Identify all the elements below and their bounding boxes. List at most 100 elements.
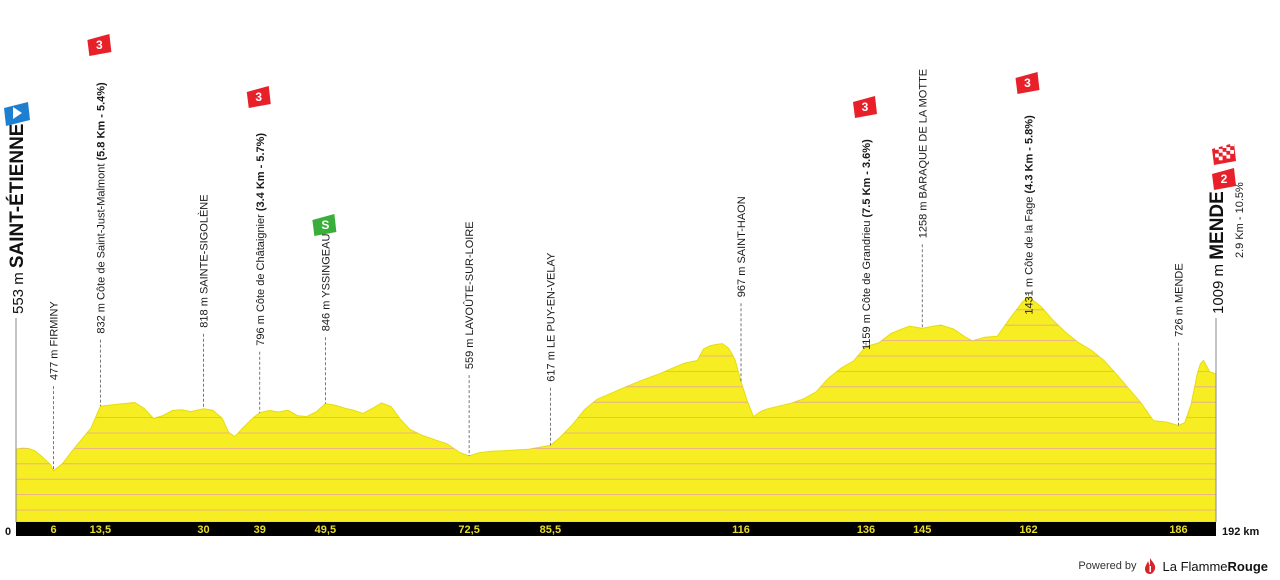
start-name: SAINT-ÉTIENNE xyxy=(6,124,28,269)
profile-area xyxy=(15,296,1217,523)
tick-label: 49,5 xyxy=(315,524,336,536)
waypoint-altitude: 1258 m xyxy=(917,198,929,238)
sprint-badge-shape xyxy=(312,214,337,236)
tick-label: 186 xyxy=(1169,524,1187,536)
finish-category-badge: 2 xyxy=(1212,168,1236,190)
tick-label: 39 xyxy=(254,524,266,536)
brand-light: La Flamme xyxy=(1162,558,1228,574)
tick-label: 85,5 xyxy=(540,524,561,536)
finish-badge-shape xyxy=(1212,168,1236,190)
waypoint-label-group: 1258 m BARAQUE DE LA MOTTE xyxy=(917,69,929,238)
waypoint-name: YSSINGEAUX xyxy=(320,226,332,298)
waypoint-name: FIRMINY xyxy=(49,301,61,347)
waypoint-label: 726 m MENDE xyxy=(1174,263,1186,336)
waypoint-name: BARAQUE DE LA MOTTE xyxy=(917,69,929,199)
waypoint-altitude: 726 m xyxy=(1174,303,1186,337)
waypoint-altitude: 559 m xyxy=(464,335,476,369)
climb-category-badge: 3 xyxy=(1015,72,1040,94)
waypoint-altitude: 796 m xyxy=(255,312,267,346)
waypoint-altitude: 1159 m xyxy=(861,311,873,350)
checkered-flag-icon xyxy=(1212,142,1236,165)
badge-shape xyxy=(1015,72,1040,94)
start-flag-play xyxy=(13,107,22,119)
badge-category-text: 3 xyxy=(862,100,869,114)
finish-altitude: 1009 m xyxy=(1210,260,1227,314)
brand-name: La FlammeRouge xyxy=(1163,559,1268,574)
waypoint-name: SAINT-HAON xyxy=(736,196,748,263)
waypoint-label: 477 m FIRMINY xyxy=(49,301,61,381)
waypoint-label-group: 818 m SAINTE-SIGOLÈNE xyxy=(198,194,211,327)
waypoint-label-group: 1431 m Côte de la Fage (4.3 Km - 5.8%) xyxy=(1024,115,1036,315)
start-label-group: 553 m SAINT-ÉTIENNE xyxy=(6,124,28,314)
finish-label-group: 1009 m MENDE xyxy=(1207,191,1228,314)
waypoint-altitude: 967 m xyxy=(736,264,748,298)
waypoint-label: 846 m YSSINGEAUX xyxy=(320,226,332,332)
checker-square xyxy=(1218,156,1223,161)
waypoint-climb-detail: (3.4 Km - 5.7%) xyxy=(255,133,267,215)
waypoint-label: 1431 m Côte de la Fage (4.3 Km - 5.8%) xyxy=(1024,115,1036,315)
waypoint-label: 832 m Côte de Saint-Just-Malmont (5.8 Km… xyxy=(95,82,107,334)
finish-detail-group: 2.9 Km - 10.5% xyxy=(1234,182,1246,258)
badge-category-text: 3 xyxy=(255,90,262,104)
axis-bar xyxy=(16,522,1216,536)
finish-badge-text: 2 xyxy=(1221,172,1228,186)
waypoint-label-group: 559 m LAVOÛTE-SUR-LOIRE xyxy=(463,221,476,369)
waypoint-altitude: 846 m xyxy=(320,298,332,331)
climb-category-badge: 3 xyxy=(246,86,271,108)
start-altitude: 553 m xyxy=(10,268,27,314)
tick-label: 6 xyxy=(50,524,56,536)
waypoint-name: SAINTE-SIGOLÈNE xyxy=(198,194,211,294)
badge-category-text: 3 xyxy=(96,38,103,52)
sprint-badge: S xyxy=(312,214,337,236)
badge-shape xyxy=(246,86,271,108)
waypoint-label-group: 796 m Côte de Châtaignier (3.4 Km - 5.7%… xyxy=(255,133,267,346)
waypoint-label-group: 617 m LE PUY-EN-VELAY xyxy=(545,252,557,382)
powered-by-text: Powered by xyxy=(1078,560,1137,572)
waypoint-altitude: 617 m xyxy=(545,348,557,382)
waypoint-label: 1258 m BARAQUE DE LA MOTTE xyxy=(917,69,929,238)
waypoint-label-group: 726 m MENDE xyxy=(1174,263,1186,336)
waypoint-label: 559 m LAVOÛTE-SUR-LOIRE xyxy=(463,221,476,369)
checker-square xyxy=(1230,142,1234,147)
tick-label: 145 xyxy=(913,524,931,536)
checker-square xyxy=(1218,148,1223,153)
waypoint-climb-detail: (7.5 Km - 3.6%) xyxy=(861,139,873,221)
powered-by-footer: Powered by La FlammeRouge xyxy=(1078,558,1268,574)
waypoint-altitude: 477 m xyxy=(49,346,61,380)
badge-shape xyxy=(87,34,112,56)
waypoint-label-group: 967 m SAINT-HAON xyxy=(736,196,748,297)
checker-square xyxy=(1222,144,1227,148)
waypoint-altitude: 818 m xyxy=(199,294,211,328)
waypoint-label-group: 846 m YSSINGEAUX xyxy=(320,226,332,332)
waypoint-name: LE PUY-EN-VELAY xyxy=(545,252,557,348)
tick-label: 162 xyxy=(1019,524,1037,536)
checker-square xyxy=(1230,150,1234,154)
waypoint-label-group: 1159 m Côte de Grandrieu (7.5 Km - 3.6%) xyxy=(861,139,873,350)
sprint-badge-text: S xyxy=(321,218,329,232)
waypoint-name: Côte de la Fage xyxy=(1024,197,1036,275)
waypoint-label: 967 m SAINT-HAON xyxy=(736,196,748,297)
tick-label: 72,5 xyxy=(458,524,479,536)
start-flag-icon xyxy=(4,102,30,126)
waypoint-label-group: 477 m FIRMINY xyxy=(49,301,61,381)
waypoint-climb-detail: (4.3 Km - 5.8%) xyxy=(1024,115,1036,197)
waypoint-name: MENDE xyxy=(1174,263,1186,303)
climb-category-badge: 3 xyxy=(87,34,112,56)
tick-label: 116 xyxy=(732,524,750,536)
checker-square xyxy=(1222,151,1227,156)
waypoint-label: 818 m SAINTE-SIGOLÈNE xyxy=(198,194,211,327)
finish-name: MENDE xyxy=(1207,191,1228,260)
brand-bold: Rouge xyxy=(1227,558,1268,574)
badge-category-text: 3 xyxy=(1024,76,1031,90)
finish-climb-detail: 2.9 Km - 10.5% xyxy=(1234,182,1246,258)
waypoint-name: LAVOÛTE-SUR-LOIRE xyxy=(463,221,476,335)
waypoint-name: Côte de Grandrieu xyxy=(861,221,873,312)
tick-label: 0 xyxy=(5,526,11,538)
waypoint-altitude: 1431 m xyxy=(1024,275,1036,315)
waypoint-label: 796 m Côte de Châtaignier (3.4 Km - 5.7%… xyxy=(255,133,267,346)
waypoint-label: 1159 m Côte de Grandrieu (7.5 Km - 3.6%) xyxy=(861,139,873,350)
checker-square xyxy=(1215,153,1219,158)
waypoint-name: Côte de Châtaignier xyxy=(255,214,267,312)
